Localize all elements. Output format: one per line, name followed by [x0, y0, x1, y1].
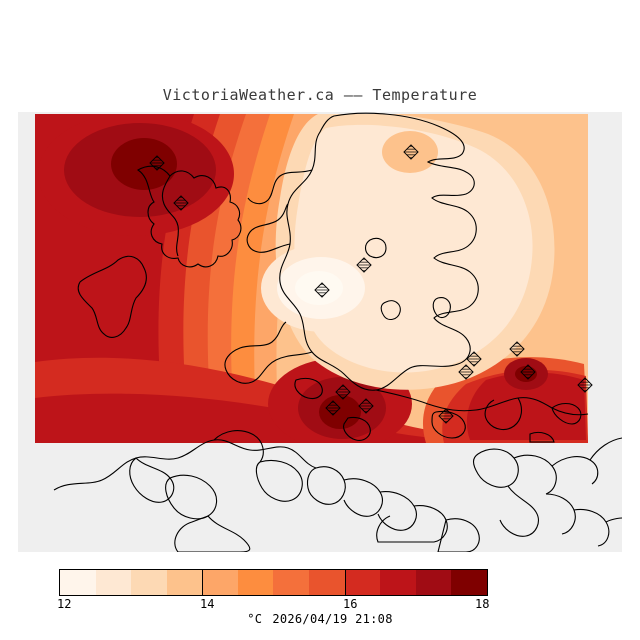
colorbar[interactable] — [59, 569, 488, 596]
colorbar-cell-9 — [380, 570, 416, 595]
colorbar-cell-5 — [237, 570, 274, 595]
unit-and-timestamp: °C 2026/04/19 21:08 — [0, 612, 640, 626]
colorbar-cell-4 — [202, 570, 238, 595]
colorbar-cell-6 — [273, 570, 310, 595]
coastline-southern — [53, 430, 622, 552]
colorbar-cell-7 — [309, 570, 345, 595]
timestamp-date: 2026/04/19 — [272, 612, 348, 626]
colorbar-legend: 12 14 16 18 °C 2026/04/19 21:08 — [0, 560, 640, 640]
coastline-upper — [77, 112, 589, 443]
colorbar-cell-8 — [344, 570, 381, 595]
colorbar-cell-3 — [166, 570, 203, 595]
colorbar-tick-12: 12 — [57, 597, 72, 611]
colorbar-cell-1 — [95, 570, 132, 595]
unit-label: °C — [247, 612, 263, 626]
station-markers[interactable] — [149, 144, 593, 424]
colorbar-tick-14: 14 — [200, 597, 215, 611]
map-panel[interactable] — [18, 112, 622, 552]
colorbar-cell-10 — [415, 570, 452, 595]
colorbar-tick-16: 16 — [343, 597, 358, 611]
colorbar-cell-0 — [60, 570, 96, 595]
colorbar-cell-11 — [451, 570, 487, 595]
timestamp-time: 21:08 — [355, 612, 393, 626]
colorbar-tick-18: 18 — [475, 597, 490, 611]
temperature-contour-map[interactable] — [18, 112, 622, 552]
contour-field — [35, 114, 588, 443]
colorbar-divider-16 — [345, 569, 346, 596]
page-title: VictoriaWeather.ca —— Temperature — [162, 86, 478, 104]
colorbar-divider-14 — [202, 569, 203, 596]
colorbar-cell-2 — [131, 570, 167, 595]
